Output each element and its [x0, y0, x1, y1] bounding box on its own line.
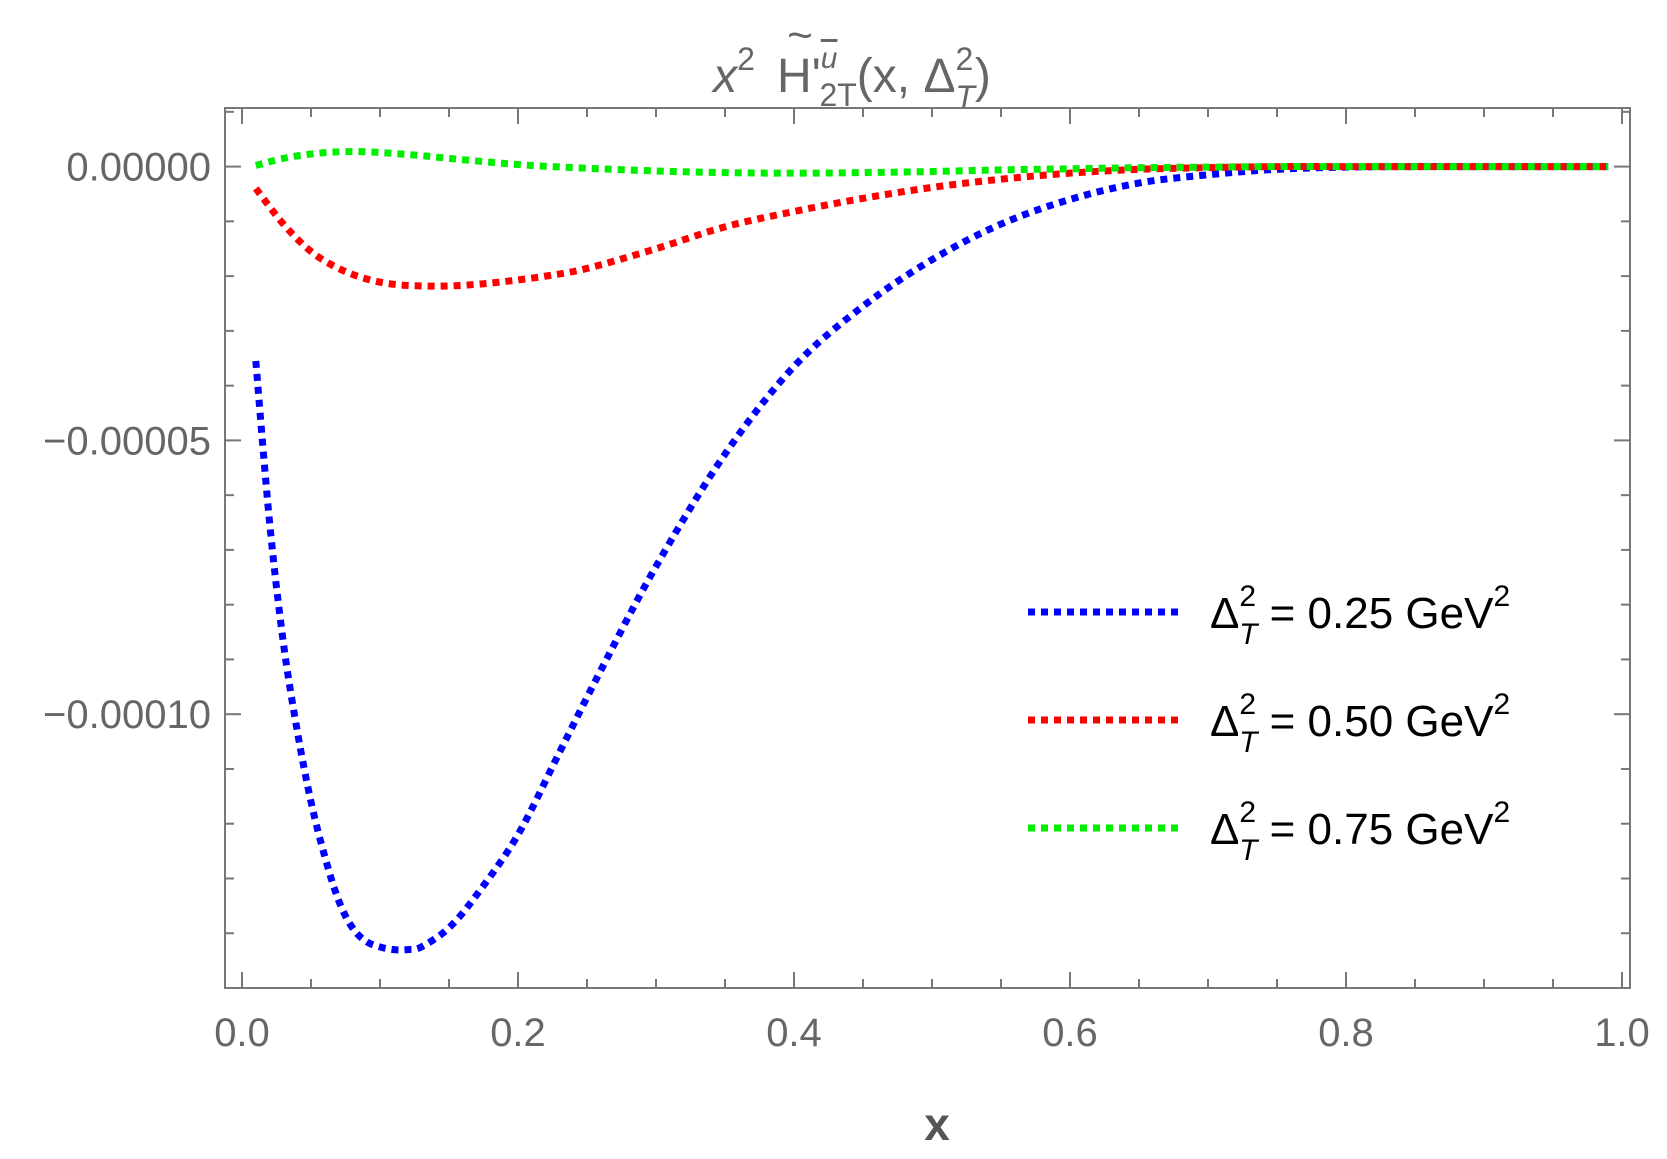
y-tick-label: −0.00010 — [43, 693, 211, 737]
axis-tick-labels: 0.0 0.2 0.4 0.6 0.8 1.0 0.00000 −0.00005 −0.0001… — [43, 146, 1650, 1055]
plot-frame — [224, 107, 1631, 989]
title-prefix: x — [711, 50, 739, 103]
axis-ticks — [225, 108, 1630, 989]
series-layer — [252, 148, 1609, 954]
x-tick-label: 0.0 — [214, 1011, 270, 1055]
title-tilde: ~ — [787, 11, 813, 60]
x-tick-label: 1.0 — [1594, 1011, 1650, 1055]
series-line-2 — [253, 163, 1609, 290]
x-tick-label: 0.8 — [1318, 1011, 1374, 1055]
title-args-sup: 2 — [956, 41, 974, 77]
x-axis-title: x — [924, 1098, 950, 1150]
legend-label-1: Δ2 T = 0.25 GeV2 — [1210, 580, 1510, 651]
title-func: H' — [777, 50, 821, 103]
title-args-open: (x, Δ — [857, 50, 956, 103]
title-prefix-sup: 2 — [737, 41, 755, 77]
legend: Δ2 T = 0.25 GeV2 Δ2 T = 0.50 GeV2 Δ2 T = 0.75… — [1028, 580, 1510, 867]
title-func-sup: u — [821, 42, 838, 75]
x-tick-label: 0.4 — [766, 1011, 822, 1055]
series-line-1 — [252, 163, 1609, 954]
y-tick-label: 0.00000 — [66, 146, 211, 190]
title-args-close: ) — [975, 50, 991, 103]
series-line-3 — [254, 148, 1609, 177]
y-tick-label: −0.00005 — [43, 419, 211, 463]
x-tick-label: 0.6 — [1042, 1011, 1098, 1055]
x-tick-label: 0.2 — [490, 1011, 546, 1055]
legend-label-2: Δ2 T = 0.50 GeV2 — [1210, 688, 1510, 759]
chart-title: x2 H'u 2T(x, Δ2 T) — [711, 41, 991, 115]
title-args-sub: T — [955, 79, 977, 115]
legend-label-3: Δ2 T = 0.75 GeV2 — [1210, 796, 1510, 867]
